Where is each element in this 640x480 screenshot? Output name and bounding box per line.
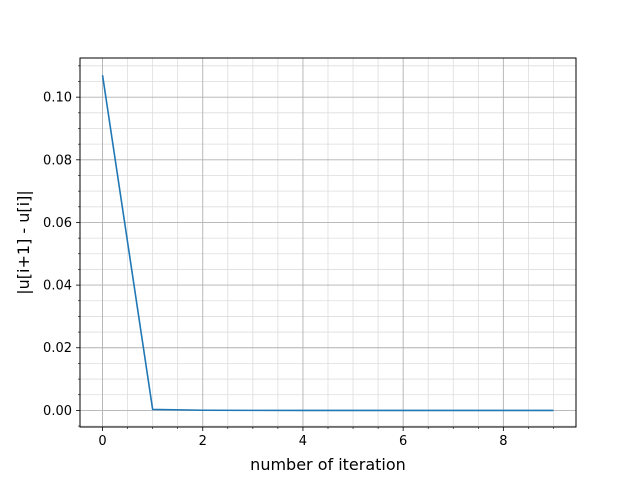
series-layer <box>101 75 554 412</box>
series-line <box>101 75 554 412</box>
y-tick-label: 0.06 <box>43 216 72 231</box>
y-axis-tick-labels: 0.00 0.02 0.04 0.06 0.08 0.10 <box>43 91 72 419</box>
x-tick-label: 4 <box>299 434 307 449</box>
y-tick-label: 0.08 <box>43 153 72 168</box>
x-axis-title: number of iteration <box>250 455 406 474</box>
y-tick-label: 0.00 <box>43 404 72 419</box>
minor-grid <box>80 58 576 427</box>
y-tick-label: 0.10 <box>43 91 72 106</box>
y-tick-label: 0.02 <box>43 341 72 356</box>
x-tick-label: 0 <box>98 434 106 449</box>
x-tick-label: 2 <box>199 434 207 449</box>
y-tick-label: 0.04 <box>43 279 72 294</box>
y-axis-title: |u[i+1] - u[i]| <box>14 190 33 294</box>
x-tick-label: 6 <box>399 434 407 449</box>
axis-ticks <box>76 65 554 431</box>
x-tick-label: 8 <box>499 434 507 449</box>
x-axis-tick-labels: 0 2 4 6 8 <box>98 434 507 449</box>
major-grid <box>80 58 576 427</box>
